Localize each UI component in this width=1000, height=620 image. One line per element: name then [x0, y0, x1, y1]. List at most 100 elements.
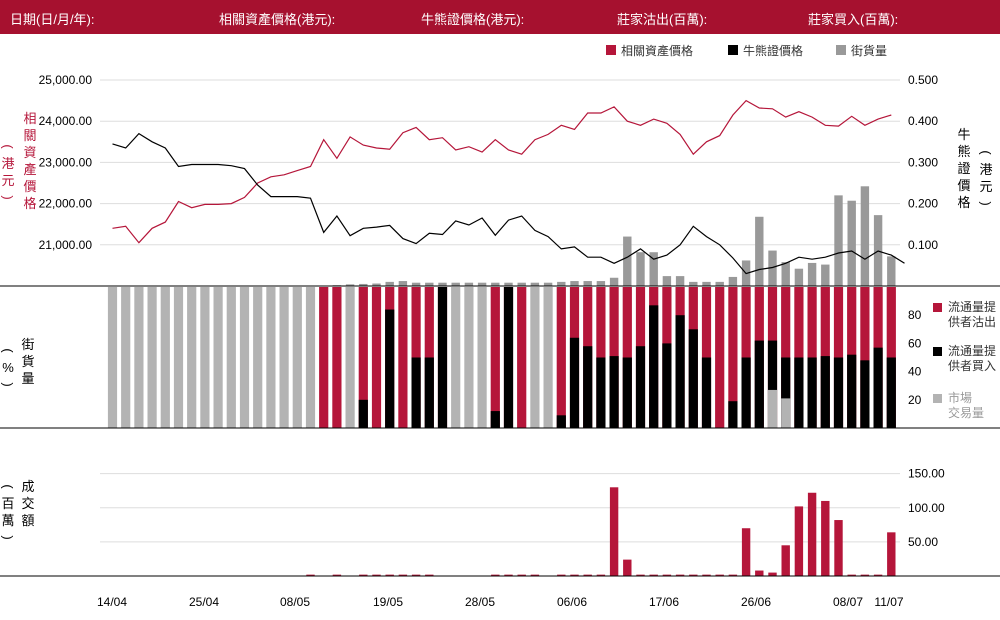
street-volume-bar — [372, 283, 381, 286]
lp-buy-bar — [358, 399, 368, 428]
lp-sell-bar — [371, 287, 382, 428]
turnover-bar — [768, 572, 777, 576]
market-volume-bar — [121, 287, 131, 428]
x-tick-label: 14/04 — [97, 595, 127, 609]
market-volume-bar — [451, 287, 461, 428]
lp-sell-bar — [715, 287, 725, 428]
lp-buy-bar — [754, 340, 764, 428]
market-volume-bar — [253, 287, 263, 428]
market-volume-bar — [781, 398, 791, 428]
lp-buy-bar — [847, 354, 857, 428]
legend-swatch — [836, 45, 846, 55]
market-volume-bar — [173, 287, 184, 428]
lp-sell-bar — [556, 287, 566, 428]
turnover-bar — [491, 574, 500, 576]
street-volume-bar — [345, 284, 355, 286]
street-volume-bar — [649, 252, 658, 286]
legend-swatch — [933, 303, 942, 312]
lp-buy-bar — [635, 346, 646, 428]
right-axis-unit: (港元) — [978, 150, 994, 206]
legend-swatch — [728, 45, 738, 55]
lp-buy-bar — [385, 309, 395, 428]
x-tick-label: 17/06 — [649, 595, 679, 609]
lp-buy-bar — [873, 347, 883, 428]
legend-entry: 牛熊證價格 — [743, 43, 803, 58]
share-axis-unit: (%) — [0, 348, 16, 387]
lp-buy-bar — [675, 315, 685, 428]
mm-in-label: 莊家買入(百萬): — [808, 12, 899, 27]
market-volume-bar — [147, 287, 157, 428]
legend-entry: 街貨量 — [851, 43, 887, 58]
turnover-bar — [332, 574, 342, 576]
right-tick-label: 0.400 — [908, 114, 938, 128]
turnover-tick-label: 150.00 — [908, 467, 945, 481]
x-tick-label: 25/04 — [189, 595, 219, 609]
turnover-bar — [636, 574, 645, 576]
lp-sell-bar — [332, 287, 342, 428]
turnover-bar — [359, 574, 368, 576]
turnover-bar — [794, 506, 804, 576]
x-tick-label: 11/07 — [874, 595, 903, 609]
right-tick-label: 0.300 — [908, 155, 938, 169]
turnover-axis-unit: (百萬) — [0, 484, 16, 540]
x-tick-label: 06/06 — [557, 595, 587, 609]
market-volume-bar — [530, 287, 540, 428]
market-volume-bar — [226, 287, 236, 428]
mm-out-label: 莊家沽出(百萬): — [617, 12, 708, 27]
lp-buy-bar — [569, 337, 580, 428]
legend-entry: 供者買入 — [948, 359, 996, 373]
asset-price-label: 相關資產價格(港元): — [219, 12, 336, 27]
turnover-bar — [847, 574, 856, 576]
turnover-bar — [306, 574, 315, 576]
legend-swatch — [933, 347, 942, 356]
street-volume-bar — [530, 282, 540, 286]
turnover-bar — [609, 487, 619, 576]
lp-buy-bar — [662, 343, 672, 428]
turnover-bar — [504, 574, 513, 576]
turnover-bar — [675, 574, 685, 576]
legend-entry: 交易量 — [948, 405, 984, 420]
info-bar: 日期(日/月/年): 相關資產價格(港元): 牛熊證價格(港元): 莊家沽出(百… — [0, 0, 1000, 34]
turnover-bar — [557, 574, 566, 576]
street-volume-bar — [425, 282, 434, 286]
lp-buy-bar — [794, 357, 804, 428]
date-label: 日期(日/月/年): — [10, 12, 95, 27]
share-axis-title: 街貨量 — [21, 337, 35, 386]
legend-entry: 相關資產價格 — [621, 43, 693, 58]
turnover-bar — [821, 500, 830, 576]
cbbc-price-label: 牛熊證價格(港元): — [421, 12, 525, 27]
market-volume-bar — [266, 287, 276, 428]
street-volume-bar — [847, 200, 856, 286]
street-volume-bar — [768, 250, 777, 286]
market-volume-bar — [305, 287, 316, 428]
street-volume-bar — [675, 276, 685, 286]
turnover-bar — [649, 574, 658, 576]
lp-sell-bar — [358, 287, 368, 428]
lp-buy-bar — [767, 340, 778, 428]
market-volume-bar — [767, 389, 778, 428]
turnover-bar — [517, 574, 526, 576]
street-volume-bar — [464, 282, 474, 286]
lp-buy-bar — [503, 287, 514, 428]
turnover-bar — [596, 574, 606, 576]
turnover-bar — [887, 532, 896, 576]
turnover-bar — [834, 520, 843, 576]
street-volume-bar — [807, 262, 817, 286]
street-volume-bar — [477, 282, 487, 286]
asset-price-line — [112, 99, 892, 244]
lp-buy-bar — [781, 357, 791, 428]
turnover-bar — [755, 570, 764, 576]
street-volume-bar — [794, 268, 804, 286]
street-volume-bar — [715, 281, 724, 286]
street-volume-bar — [570, 281, 579, 286]
lp-buy-bar — [820, 356, 830, 428]
turnover-bar — [372, 574, 381, 576]
street-volume-bar — [860, 186, 870, 286]
turnover-bar — [702, 574, 711, 576]
turnover-bar — [781, 545, 790, 576]
market-volume-bar — [464, 287, 474, 428]
left-tick-label: 25,000.00 — [39, 73, 93, 87]
turnover-axis-title: 成交額 — [21, 479, 35, 528]
lp-buy-bar — [701, 357, 712, 428]
lp-buy-bar — [860, 360, 870, 428]
